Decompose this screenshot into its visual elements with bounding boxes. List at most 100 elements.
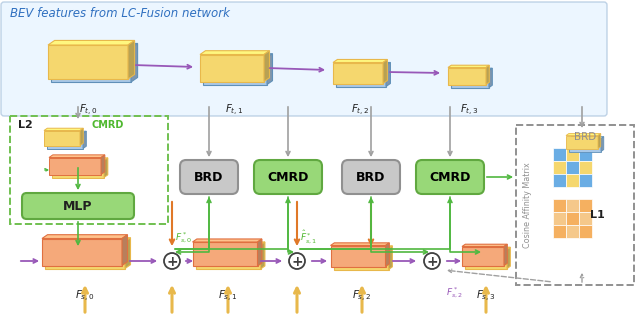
Text: CMRD: CMRD [268, 170, 308, 183]
Polygon shape [131, 43, 138, 82]
FancyBboxPatch shape [254, 160, 322, 194]
Polygon shape [336, 63, 390, 66]
Text: L1: L1 [589, 210, 604, 220]
Text: +: + [166, 255, 178, 268]
Text: $\hat{F}_{s,1}^*$: $\hat{F}_{s,1}^*$ [300, 228, 317, 245]
Polygon shape [333, 60, 387, 63]
Polygon shape [386, 63, 390, 86]
Polygon shape [569, 137, 604, 138]
Polygon shape [203, 54, 273, 58]
Polygon shape [489, 68, 492, 87]
Polygon shape [330, 243, 389, 246]
Polygon shape [336, 66, 386, 86]
Polygon shape [333, 246, 392, 249]
Circle shape [289, 253, 305, 269]
Text: L2: L2 [18, 120, 33, 130]
Polygon shape [195, 242, 265, 245]
Text: BEV features from LC-Fusion network: BEV features from LC-Fusion network [10, 7, 230, 20]
Polygon shape [44, 128, 83, 130]
Bar [553, 199, 566, 212]
Text: +: + [426, 255, 438, 268]
FancyBboxPatch shape [1, 2, 607, 116]
Polygon shape [465, 247, 510, 250]
Bar [566, 161, 579, 174]
Polygon shape [125, 238, 131, 268]
Text: $F_{s,1}$: $F_{s,1}$ [218, 289, 237, 304]
Polygon shape [260, 242, 265, 269]
Polygon shape [465, 250, 507, 268]
Polygon shape [49, 158, 101, 174]
Bar [579, 174, 592, 187]
Bar [553, 161, 566, 174]
Text: CMRD: CMRD [92, 120, 124, 130]
Polygon shape [566, 135, 598, 149]
FancyBboxPatch shape [416, 160, 484, 194]
Polygon shape [104, 158, 108, 177]
Polygon shape [44, 130, 80, 146]
Polygon shape [195, 245, 260, 269]
Polygon shape [47, 131, 86, 133]
Polygon shape [200, 51, 269, 55]
Polygon shape [42, 239, 122, 265]
Polygon shape [383, 60, 387, 83]
Polygon shape [569, 138, 601, 152]
Text: $F_{t,0}$: $F_{t,0}$ [79, 103, 97, 118]
Bar [10, 116, 168, 224]
Polygon shape [333, 63, 383, 83]
Polygon shape [200, 55, 264, 81]
FancyBboxPatch shape [342, 160, 400, 194]
Bar [579, 161, 592, 174]
Text: +: + [291, 255, 303, 268]
Polygon shape [448, 65, 490, 68]
Polygon shape [101, 155, 105, 174]
Text: $F_{s,3}$: $F_{s,3}$ [476, 289, 496, 304]
Bar [553, 148, 566, 161]
Polygon shape [193, 239, 262, 242]
Bar [579, 212, 592, 225]
Text: BRD: BRD [574, 132, 596, 142]
Polygon shape [51, 43, 138, 48]
Polygon shape [385, 243, 389, 266]
Text: $F_{t,1}$: $F_{t,1}$ [225, 103, 243, 118]
Polygon shape [47, 133, 83, 149]
Polygon shape [507, 247, 510, 268]
Polygon shape [504, 244, 508, 265]
Text: BRD: BRD [356, 170, 386, 183]
Bar [566, 199, 579, 212]
Polygon shape [264, 51, 269, 81]
Text: MLP: MLP [63, 200, 93, 213]
Bar [553, 225, 566, 238]
Polygon shape [128, 40, 134, 79]
Polygon shape [566, 134, 601, 135]
Bar [579, 199, 592, 212]
Polygon shape [42, 235, 127, 239]
Bar [553, 212, 566, 225]
Polygon shape [52, 158, 108, 161]
Polygon shape [598, 134, 601, 149]
Bar [579, 148, 592, 161]
Polygon shape [193, 242, 257, 266]
Text: $F_{s,0}^*$: $F_{s,0}^*$ [175, 230, 192, 245]
Text: $F_{s,2}$: $F_{s,2}$ [353, 289, 372, 304]
Bar [566, 174, 579, 187]
Polygon shape [601, 137, 604, 152]
Polygon shape [388, 246, 392, 269]
Polygon shape [486, 65, 490, 84]
Circle shape [164, 253, 180, 269]
Circle shape [424, 253, 440, 269]
Polygon shape [45, 242, 125, 268]
Polygon shape [267, 54, 273, 84]
Bar [579, 225, 592, 238]
Polygon shape [448, 68, 486, 84]
Bar [553, 174, 566, 187]
Polygon shape [48, 40, 134, 45]
Text: $F_{s,0}$: $F_{s,0}$ [76, 289, 95, 304]
Polygon shape [52, 161, 104, 177]
Polygon shape [257, 239, 262, 266]
Polygon shape [462, 247, 504, 265]
Text: BRD: BRD [195, 170, 224, 183]
FancyBboxPatch shape [180, 160, 238, 194]
Text: $F_{t,2}$: $F_{t,2}$ [351, 103, 369, 118]
Polygon shape [122, 235, 127, 265]
Text: Cosine Affinity Matrix: Cosine Affinity Matrix [522, 162, 531, 248]
